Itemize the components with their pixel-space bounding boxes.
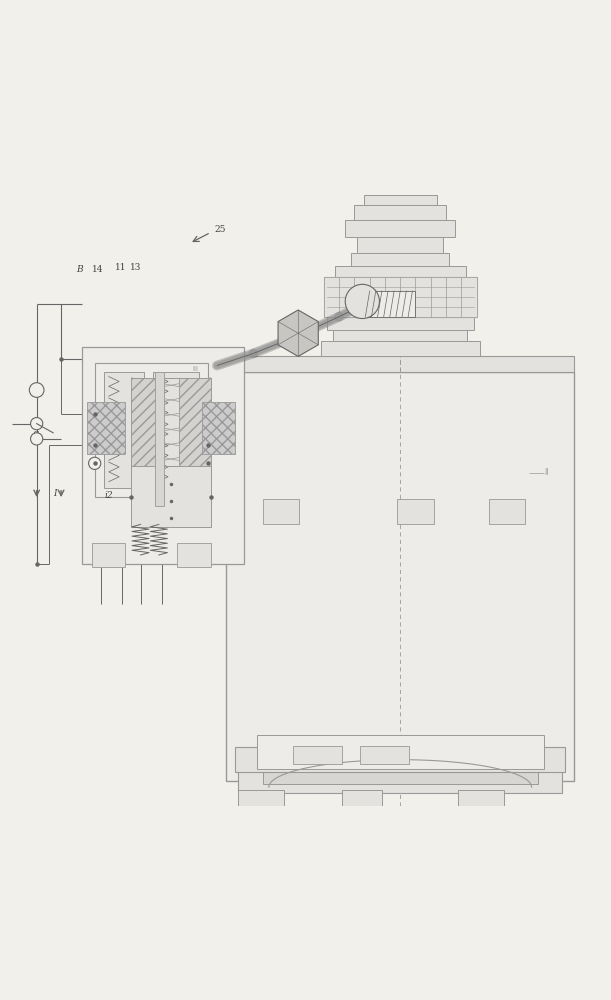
Text: 6: 6 xyxy=(199,466,205,475)
Bar xyxy=(324,277,339,317)
Bar xyxy=(385,277,400,317)
Text: 18: 18 xyxy=(193,437,204,446)
Bar xyxy=(461,277,477,317)
Circle shape xyxy=(89,457,101,469)
Bar xyxy=(458,790,504,806)
Bar xyxy=(82,347,244,564)
Bar xyxy=(179,378,211,466)
Bar xyxy=(357,237,443,253)
Bar xyxy=(171,378,211,414)
Bar xyxy=(202,402,235,454)
Bar xyxy=(489,499,525,524)
Text: i1: i1 xyxy=(145,497,154,506)
Bar xyxy=(155,372,164,506)
Text: 19: 19 xyxy=(111,433,122,442)
Bar xyxy=(131,378,171,414)
Text: II: II xyxy=(544,468,548,477)
Text: 25: 25 xyxy=(214,225,225,234)
Bar xyxy=(446,277,461,317)
Bar xyxy=(238,790,284,806)
Text: 8b: 8b xyxy=(178,416,189,425)
Bar xyxy=(364,291,415,317)
Bar xyxy=(95,363,208,497)
Bar xyxy=(257,735,544,769)
Bar xyxy=(226,356,574,372)
Bar xyxy=(415,277,431,317)
Text: i2: i2 xyxy=(104,491,113,500)
Circle shape xyxy=(345,284,379,319)
Polygon shape xyxy=(278,310,318,356)
Bar xyxy=(177,543,211,567)
Text: 2: 2 xyxy=(191,489,197,498)
Bar xyxy=(238,760,562,793)
Bar xyxy=(327,317,474,330)
Text: 13: 13 xyxy=(130,263,141,272)
Text: 14: 14 xyxy=(92,265,103,274)
Text: B: B xyxy=(76,265,82,274)
Bar xyxy=(293,746,342,764)
Text: 11: 11 xyxy=(115,263,126,272)
Text: 7: 7 xyxy=(125,441,131,450)
Bar xyxy=(333,330,467,341)
Bar xyxy=(87,402,125,454)
Text: S: S xyxy=(32,431,38,440)
Bar xyxy=(153,372,199,488)
Bar xyxy=(431,277,446,317)
Bar xyxy=(171,439,211,482)
Bar xyxy=(263,757,538,784)
Bar xyxy=(131,378,163,466)
Bar xyxy=(321,341,480,356)
Bar xyxy=(345,220,455,237)
Bar xyxy=(324,277,477,317)
Bar xyxy=(92,543,125,567)
Bar xyxy=(342,790,382,806)
Bar xyxy=(360,746,409,764)
Text: 9: 9 xyxy=(168,398,174,407)
Text: 8a: 8a xyxy=(184,428,195,437)
Text: I: I xyxy=(53,489,57,498)
Bar xyxy=(351,253,449,266)
Bar xyxy=(354,277,370,317)
Bar xyxy=(354,205,446,220)
Bar xyxy=(131,378,211,466)
Bar xyxy=(104,372,144,488)
Text: M: M xyxy=(108,454,118,463)
Bar xyxy=(226,372,574,781)
Bar xyxy=(397,499,434,524)
Bar xyxy=(263,499,299,524)
Circle shape xyxy=(31,433,43,445)
Bar xyxy=(339,277,354,317)
Circle shape xyxy=(29,383,44,397)
Bar xyxy=(235,747,565,772)
Circle shape xyxy=(31,418,43,430)
Bar xyxy=(370,277,385,317)
Text: 1: 1 xyxy=(185,494,191,503)
Text: 5: 5 xyxy=(190,478,196,487)
Text: 3: 3 xyxy=(199,452,205,461)
Text: iii: iii xyxy=(192,366,199,372)
Bar xyxy=(364,194,437,205)
Bar xyxy=(131,439,171,482)
Bar xyxy=(131,466,211,527)
Bar xyxy=(335,266,466,277)
Bar xyxy=(400,277,415,317)
